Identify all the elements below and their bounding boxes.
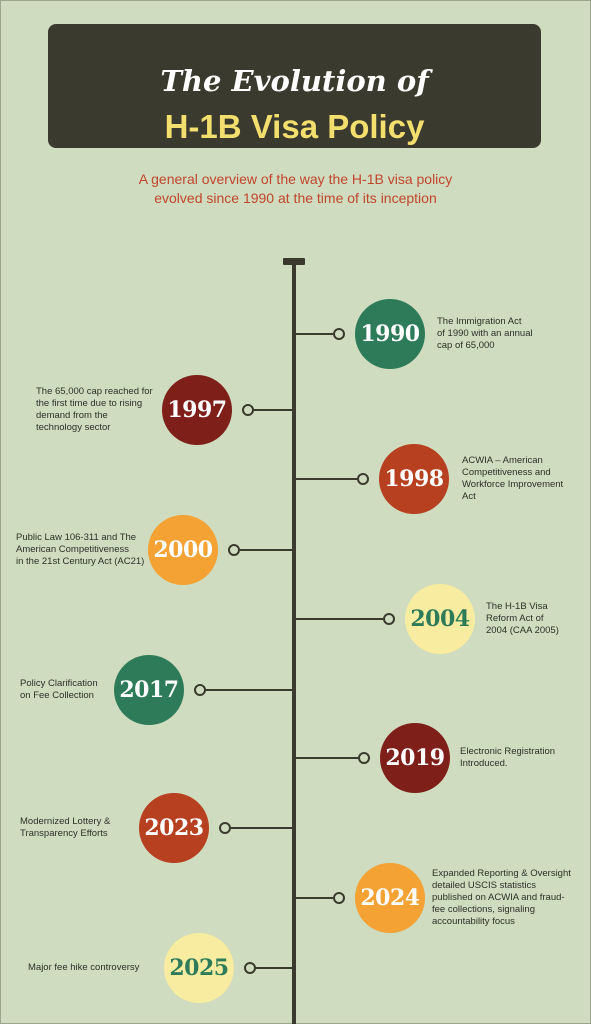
timeline-node-dot xyxy=(333,892,345,904)
title-banner: The Evolution of H-1B Visa Policy xyxy=(48,24,541,148)
timeline-node-dot xyxy=(244,962,256,974)
event-description-line: fee collections, signaling xyxy=(432,904,535,915)
event-description-line: on Fee Collection xyxy=(20,690,94,701)
timeline-node-dot xyxy=(383,613,395,625)
event-description-1998: ACWIA – American Competitiveness and Workf… xyxy=(462,455,587,503)
event-description-line: American Competitiveness xyxy=(16,544,129,555)
event-description-line: published on ACWIA and fraud- xyxy=(432,892,565,903)
event-description-line: in the 21st Century Act (AC21) xyxy=(16,556,145,567)
timeline-connector xyxy=(254,967,294,969)
year-badge-2004: 2004 xyxy=(405,584,475,654)
timeline-axis xyxy=(292,262,296,1024)
event-description-2000: Public Law 106-311 and The American Compe… xyxy=(16,532,166,568)
timeline-connector xyxy=(252,409,294,411)
subtitle-line-2: evolved since 1990 at the time of its in… xyxy=(154,190,437,206)
event-description-line: cap of 65,000 xyxy=(437,340,495,351)
timeline-connector xyxy=(294,897,333,899)
event-description-line: technology sector xyxy=(36,422,111,433)
event-description-line: Reform Act of xyxy=(486,613,544,624)
event-description-2017: Policy Clarification on Fee Collection xyxy=(20,678,130,702)
event-description-line: of 1990 with an annual xyxy=(437,328,533,339)
event-description-2019: Electronic Registration Introduced. xyxy=(460,746,585,770)
event-description-line: Electronic Registration xyxy=(460,746,556,757)
event-description-line: Introduced. xyxy=(460,758,508,769)
event-description-line: Expanded Reporting & Oversight xyxy=(432,868,571,879)
event-description-line: Act xyxy=(462,491,476,502)
event-description-2024: Expanded Reporting & Oversight detailed U… xyxy=(432,868,588,928)
subtitle: A general overview of the way the H-1B v… xyxy=(60,170,531,208)
event-description-2004: The H-1B Visa Reform Act of 2004 (CAA 2005… xyxy=(486,601,586,637)
event-description-line: Transparency Efforts xyxy=(20,828,108,839)
event-description-1997: The 65,000 cap reached for the first time… xyxy=(36,386,166,434)
event-description-line: demand from the xyxy=(36,410,108,421)
event-description-1990: The Immigration Act of 1990 with an annua… xyxy=(437,316,577,352)
title-line-2: H-1B Visa Policy xyxy=(164,108,425,145)
event-description-line: Modernized Lottery & xyxy=(20,816,111,827)
event-description-line: Competitiveness and xyxy=(462,467,551,478)
timeline-connector xyxy=(294,333,333,335)
year-badge-1998: 1998 xyxy=(379,444,449,514)
timeline-node-dot xyxy=(228,544,240,556)
event-description-line: Public Law 106-311 and The xyxy=(16,532,137,543)
year-badge-2023: 2023 xyxy=(139,793,209,863)
title-line-1: The Evolution of xyxy=(160,64,429,98)
timeline-connector xyxy=(204,689,294,691)
timeline-connector xyxy=(294,757,358,759)
event-description-line: The H-1B Visa xyxy=(486,601,548,612)
timeline-node-dot xyxy=(219,822,231,834)
event-description-line: ACWIA – American xyxy=(462,455,543,466)
event-description-line: the first time due to rising xyxy=(36,398,143,409)
year-badge-2000: 2000 xyxy=(148,515,218,585)
timeline-connector xyxy=(238,549,294,551)
timeline-node-dot xyxy=(358,752,370,764)
year-badge-1997: 1997 xyxy=(162,375,232,445)
year-badge-2017: 2017 xyxy=(114,655,184,725)
event-description-2025: Major fee hike controversy xyxy=(28,962,168,974)
event-description-line: 2004 (CAA 2005) xyxy=(486,625,559,636)
year-badge-2019: 2019 xyxy=(380,723,450,793)
year-badge-2024: 2024 xyxy=(355,863,425,933)
event-description-line: Policy Clarification xyxy=(20,678,98,689)
event-description-2023: Modernized Lottery & Transparency Efforts xyxy=(20,816,140,840)
event-description-line: Workforce Improvement xyxy=(462,479,564,490)
event-description-line: accountability focus xyxy=(432,916,515,927)
event-description-line: Major fee hike controversy xyxy=(28,962,140,973)
subtitle-line-1: A general overview of the way the H-1B v… xyxy=(138,171,453,187)
timeline-node-dot xyxy=(333,328,345,340)
timeline-node-dot xyxy=(194,684,206,696)
timeline-axis-cap xyxy=(283,258,305,265)
timeline-connector xyxy=(229,827,294,829)
event-description-line: detailed USCIS statistics xyxy=(432,880,537,891)
event-description-line: The 65,000 cap reached for xyxy=(36,386,153,397)
timeline-node-dot xyxy=(357,473,369,485)
timeline-connector xyxy=(294,618,383,620)
event-description-line: The Immigration Act xyxy=(437,316,522,327)
timeline-connector xyxy=(294,478,357,480)
year-badge-2025: 2025 xyxy=(164,933,234,1003)
year-badge-1990: 1990 xyxy=(355,299,425,369)
timeline-node-dot xyxy=(242,404,254,416)
